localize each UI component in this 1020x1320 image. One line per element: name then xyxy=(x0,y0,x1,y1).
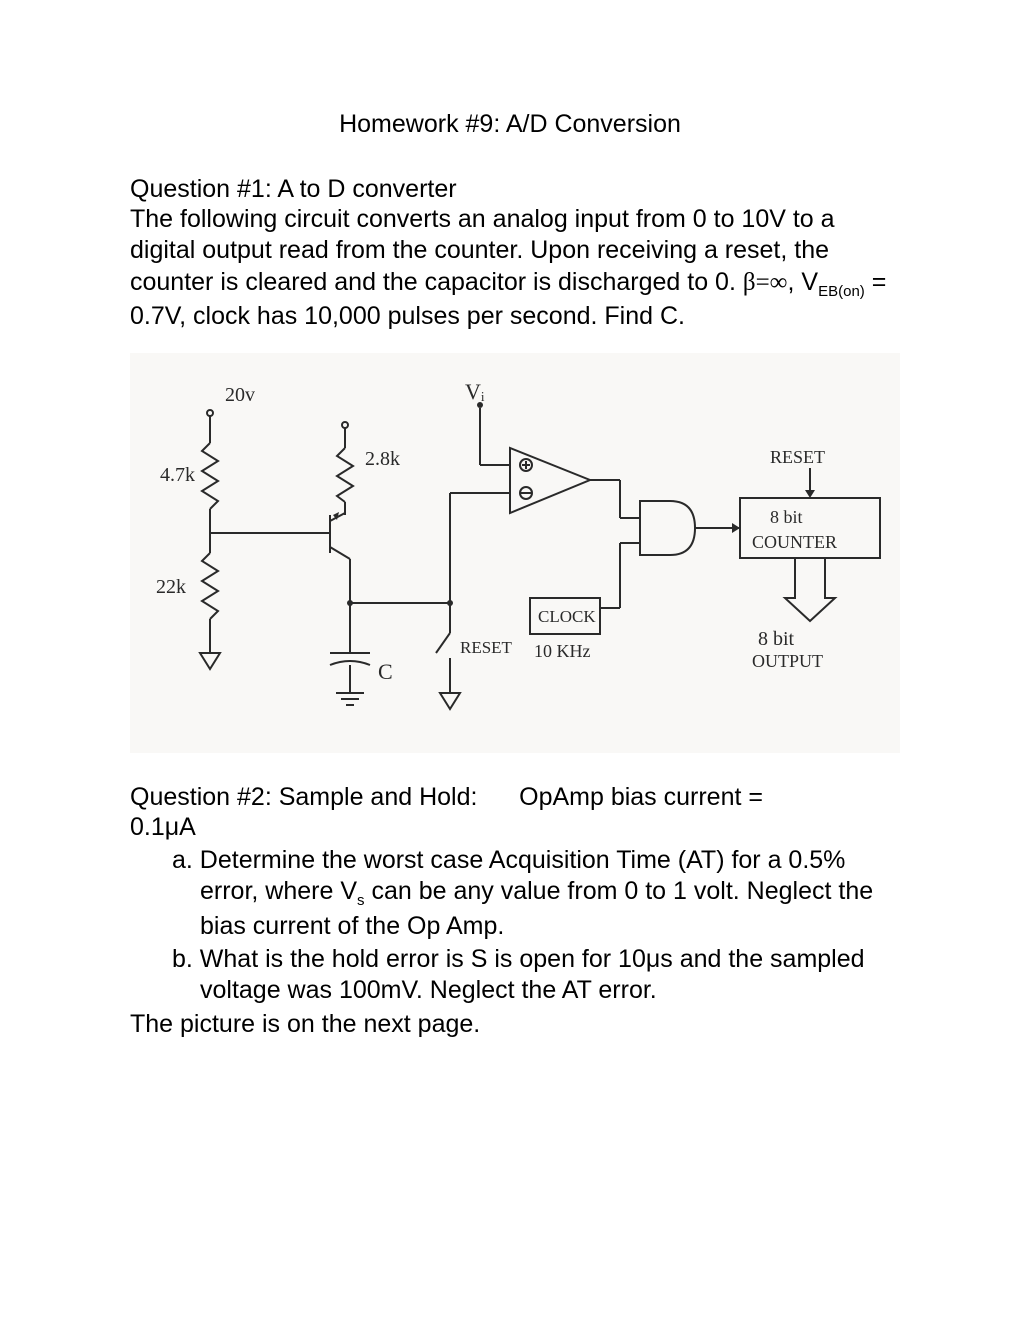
q2-heading-right: OpAmp bias current = xyxy=(519,783,763,811)
page: Homework #9: A/D Conversion Question #1:… xyxy=(0,0,1020,1100)
label-c: C xyxy=(378,659,393,684)
label-clock: CLOCK xyxy=(538,607,596,626)
label-clock-rate: 10 KHz xyxy=(534,641,591,661)
circuit-diagram: 20v 4.7k 22k xyxy=(130,353,890,753)
q2-b-text: What is the hold error is S is open for … xyxy=(200,945,865,1004)
q2-footer: The picture is on the next page. xyxy=(130,1009,890,1040)
q1-vebon-sub: EB(on) xyxy=(818,283,865,300)
q2-a-sub: s xyxy=(357,892,365,909)
q2-item-b: b. What is the hold error is S is open f… xyxy=(172,944,890,1007)
q2-item-a: a. Determine the worst case Acquisition … xyxy=(172,845,890,942)
label-reset-top: RESET xyxy=(770,447,825,467)
q2-a-prefix: a. xyxy=(172,846,200,874)
label-out2: OUTPUT xyxy=(752,651,823,671)
q2-bias: 0.1μA xyxy=(130,812,890,843)
label-20v: 20v xyxy=(225,384,255,406)
label-reset-low: RESET xyxy=(460,638,513,657)
q2-heading: Question #2: Sample and Hold: OpAmp bias… xyxy=(130,783,890,812)
q1-text-1: The following circuit converts an analog… xyxy=(130,205,835,296)
q2-heading-left: Question #2: Sample and Hold: xyxy=(130,783,477,811)
label-r3: 2.8k xyxy=(365,448,400,470)
diagram-bg xyxy=(130,353,900,753)
page-title: Homework #9: A/D Conversion xyxy=(130,110,890,139)
label-r1: 4.7k xyxy=(160,464,195,486)
label-counter-1: 8 bit xyxy=(770,507,803,527)
q1-body: The following circuit converts an analog… xyxy=(130,204,890,333)
label-r2: 22k xyxy=(156,576,186,598)
q2-b-prefix: b. xyxy=(172,945,200,973)
q1-beta: β=∞ xyxy=(743,269,788,296)
q1-heading: Question #1: A to D converter xyxy=(130,175,890,204)
circuit-svg: 20v 4.7k 22k xyxy=(130,353,900,753)
label-counter-2: COUNTER xyxy=(752,532,837,552)
label-out1: 8 bit xyxy=(758,628,795,650)
q2-list: a. Determine the worst case Acquisition … xyxy=(172,845,890,1007)
q1-vebon-prefix: , V xyxy=(788,268,819,296)
label-vi: Vᵢ xyxy=(465,379,485,404)
